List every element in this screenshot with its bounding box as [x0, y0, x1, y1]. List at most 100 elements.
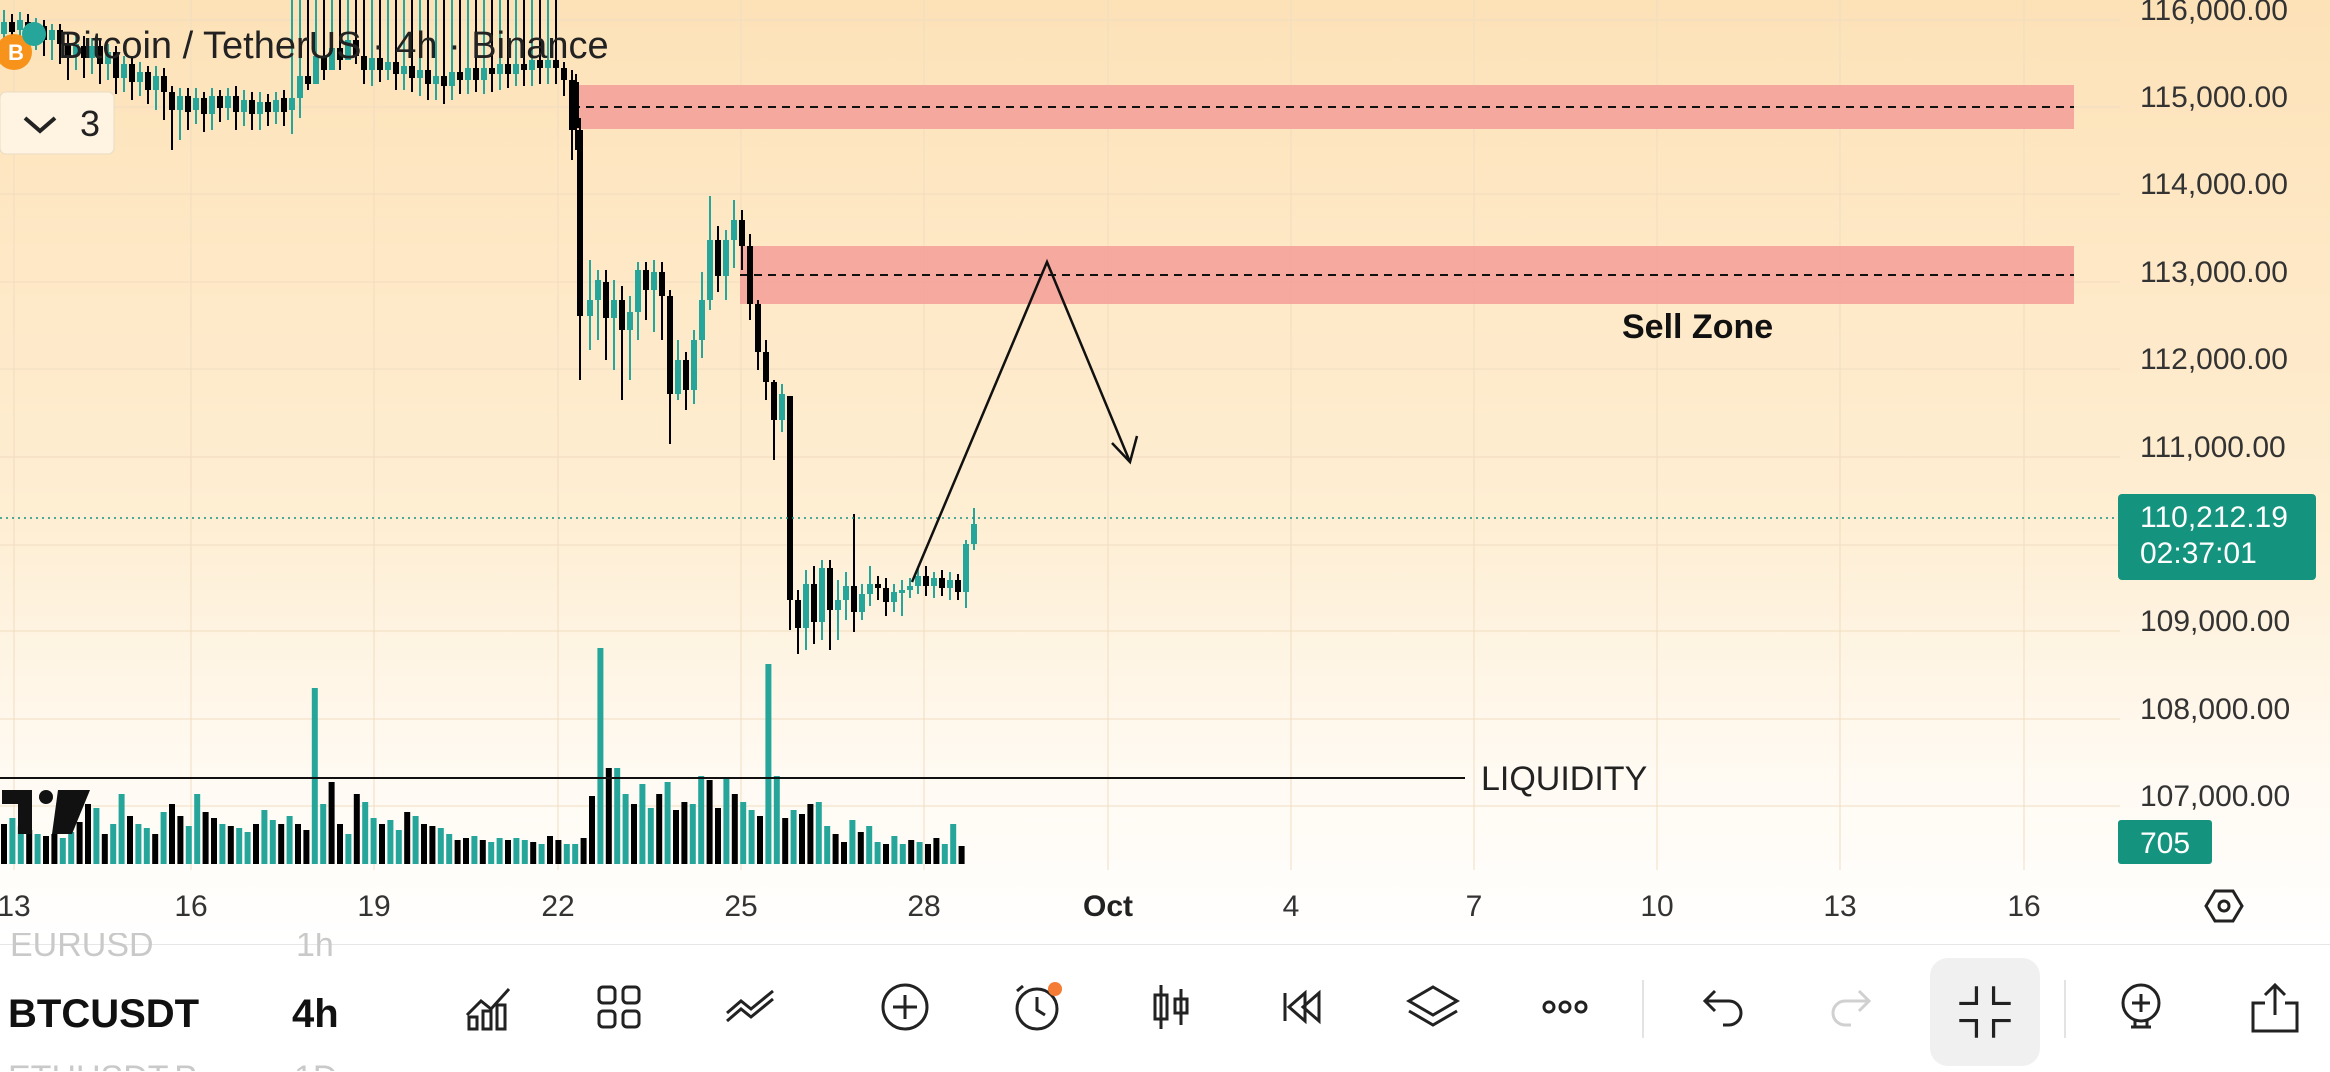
time-axis[interactable]: 13 16 19 22 25 28 Oct 4 7 10 13 16	[0, 890, 2041, 923]
candle-body	[297, 76, 303, 98]
chart-canvas[interactable]: LIQUIDITY Sell Zone 116,000.00 115,000.0…	[0, 0, 2330, 944]
candle-body	[465, 68, 471, 80]
indicators-toggle-button[interactable]: 3	[0, 91, 115, 155]
watchlist-prev-interval[interactable]: 1h	[296, 933, 334, 957]
fullscreen-exit-button[interactable]	[1930, 958, 2040, 1066]
price-tick: 107,000.00	[2140, 780, 2290, 813]
time-tick: 10	[1640, 890, 1673, 923]
price-tick: 108,000.00	[2140, 693, 2290, 726]
projection-arrow-head	[1111, 435, 1139, 465]
current-interval[interactable]: 4h	[292, 992, 339, 1036]
volume-bar	[1, 824, 7, 864]
candle-body	[827, 568, 833, 610]
indicator-count: 3	[80, 103, 100, 144]
volume-bar	[547, 836, 553, 864]
add-button[interactable]	[870, 972, 940, 1042]
drawings-button[interactable]	[716, 972, 786, 1042]
volume-bar	[706, 780, 713, 864]
volume-bar	[597, 648, 604, 864]
toolbar-separator	[1642, 980, 1644, 1038]
volume-bar	[303, 830, 310, 864]
volume-bar	[883, 844, 889, 864]
more-icon	[1542, 1000, 1588, 1014]
volume-bar	[866, 826, 873, 864]
candle-body	[683, 360, 689, 390]
undo-button[interactable]	[1686, 972, 1756, 1042]
symbol-title[interactable]: Bitcoin / TetherUS · 4h · Binance	[58, 25, 609, 67]
layouts-button[interactable]	[584, 972, 654, 1042]
volume-bar	[782, 818, 789, 864]
candle-body	[129, 64, 135, 82]
layers-button[interactable]	[1398, 972, 1468, 1042]
redo-button[interactable]	[1818, 972, 1888, 1042]
price-axis[interactable]: 116,000.00 115,000.00 114,000.00 113,000…	[2140, 0, 2290, 813]
volume-bar	[337, 824, 343, 864]
candle-body	[659, 272, 665, 296]
volume-bar	[824, 826, 831, 864]
more-button[interactable]	[1530, 972, 1600, 1042]
volume-bar	[488, 842, 495, 864]
volume-bar	[379, 824, 385, 864]
volume-bar	[101, 834, 108, 864]
tradingview-logo-icon	[2, 790, 90, 834]
candle-body	[955, 580, 961, 592]
volume-bar	[85, 804, 91, 864]
candle-body	[209, 96, 215, 114]
candle-body	[715, 240, 721, 276]
layouts-icon	[597, 985, 641, 1029]
volume-bar	[110, 824, 117, 864]
volume-bar	[253, 824, 259, 864]
volume-bar	[353, 794, 360, 864]
volume-bar	[916, 842, 923, 864]
zoom-button[interactable]	[2106, 972, 2176, 1042]
candle-body	[265, 102, 271, 112]
chart-area[interactable]: LIQUIDITY Sell Zone 116,000.00 115,000.0…	[0, 0, 2330, 944]
share-button[interactable]	[2240, 972, 2310, 1042]
candle-body	[851, 586, 857, 612]
candle-body	[795, 600, 801, 628]
candle-body	[755, 304, 761, 352]
volume-bar	[26, 830, 33, 864]
volume-bar	[76, 822, 83, 864]
volume-bar	[404, 812, 411, 864]
chart-grid	[0, 0, 2120, 870]
candle-body	[603, 282, 609, 318]
candle-body	[923, 576, 929, 586]
candle-body	[907, 586, 913, 590]
candle-body	[627, 312, 633, 330]
current-symbol[interactable]: BTCUSDT	[8, 992, 200, 1036]
volume-bar	[51, 834, 58, 864]
candle-body	[1, 22, 7, 34]
volume-bar	[219, 824, 226, 864]
candle-body	[835, 600, 841, 610]
indicators-button[interactable]	[454, 972, 524, 1042]
projection-path[interactable]	[910, 258, 1132, 583]
candle-body	[249, 100, 255, 114]
candle-body	[409, 66, 415, 78]
watchlist-prev-symbol[interactable]: EURUSD	[10, 933, 154, 957]
candle-body	[707, 240, 713, 300]
chart-settings-icon[interactable]	[2204, 889, 2244, 923]
volume-bar	[169, 804, 175, 864]
replay-button[interactable]	[1268, 972, 1338, 1042]
bar-style-button[interactable]	[1136, 972, 1206, 1042]
price-tick: 109,000.00	[2140, 605, 2290, 638]
candle-body	[587, 300, 593, 316]
volume-bar	[807, 804, 814, 864]
candle-body	[931, 578, 937, 586]
candle-body	[401, 66, 407, 74]
candle-body	[899, 590, 905, 593]
volume-bar	[723, 778, 730, 864]
candle-body	[281, 98, 287, 112]
volume-bar	[765, 664, 772, 864]
volume-bar	[463, 838, 469, 864]
volume-bar	[93, 808, 100, 864]
watchlist-next-symbol[interactable]: ETHUSDT.P	[8, 1058, 197, 1071]
candle-body	[699, 300, 705, 340]
alert-button[interactable]	[1002, 972, 1072, 1042]
candle-body	[771, 382, 777, 420]
volume-bar	[899, 844, 906, 864]
price-tick: 115,000.00	[2140, 81, 2288, 114]
watchlist-next-interval[interactable]: 1D	[294, 1058, 337, 1071]
volume-bar	[320, 804, 327, 864]
